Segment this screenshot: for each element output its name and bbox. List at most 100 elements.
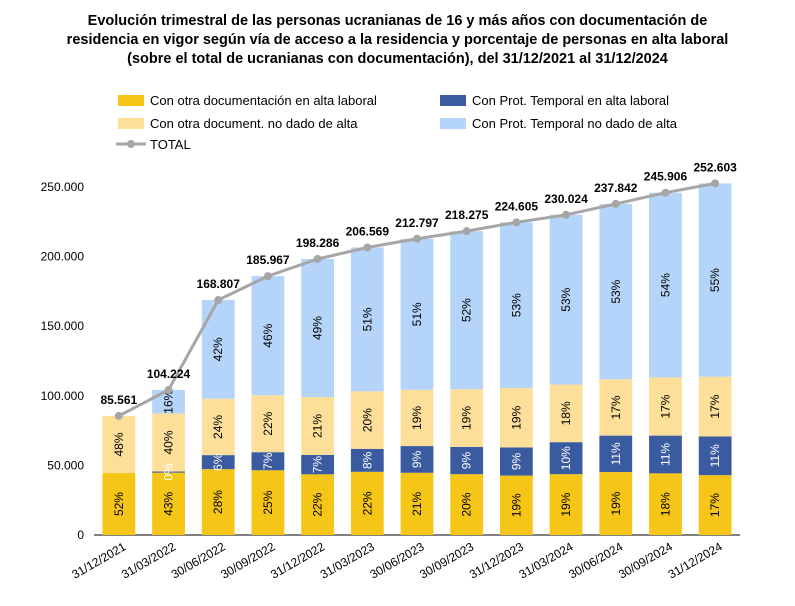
segment-percent-label: 28% (211, 490, 225, 514)
legend-swatch (440, 118, 466, 129)
total-value-label: 245.906 (644, 170, 688, 184)
segment-percent-label: 17% (708, 493, 722, 517)
segment-percent-label: 53% (609, 279, 623, 303)
total-point (413, 234, 421, 243)
total-value-label: 218.275 (445, 208, 489, 222)
y-tick-label: 100.000 (41, 389, 85, 403)
bar-segment (350, 247, 384, 392)
x-tick-label: 30/06/2023 (367, 539, 426, 581)
bar-segment (301, 397, 335, 455)
bar-segment (400, 472, 434, 535)
bar-segment (450, 446, 484, 475)
bar-segment (251, 276, 285, 396)
segment-percent-label: 6% (211, 453, 225, 471)
segment-percent-label: 17% (658, 394, 672, 418)
bar-segment (301, 474, 335, 535)
segment-percent-label: 11% (609, 442, 623, 465)
total-point (263, 272, 272, 281)
bar-segment (599, 435, 633, 473)
total-point (711, 179, 720, 188)
segment-percent-label: 18% (559, 401, 573, 425)
bar-segment (698, 183, 732, 377)
segment-percent-label: 7% (261, 452, 275, 470)
segment-percent-label: 10% (559, 446, 573, 470)
segment-percent-label: 22% (311, 492, 325, 516)
bar-segment (251, 452, 285, 471)
segment-percent-label: 46% (261, 323, 275, 347)
x-tick-label: 30/09/2024 (616, 539, 675, 581)
bar-segment (649, 473, 682, 535)
legend-marker (127, 140, 135, 148)
segment-percent-label: 8% (360, 451, 374, 469)
x-tick-label: 31/03/2023 (318, 539, 377, 581)
segment-percent-label: 9% (460, 452, 474, 470)
total-point (363, 243, 372, 252)
legend-label: Con Prot. Temporal en alta laboral (472, 93, 669, 108)
bar-segment (400, 389, 434, 447)
bar-segment (350, 471, 384, 535)
segment-percent-label: 51% (360, 307, 374, 331)
bar-segment (350, 448, 384, 472)
x-tick-label: 30/09/2022 (218, 539, 277, 581)
legend-swatch (118, 95, 144, 106)
bar-segment (499, 447, 533, 476)
total-line: 85.561 104.224 168.807 185.967 198.286 206.56… (100, 160, 737, 420)
bar-segment (301, 258, 335, 398)
segment-percent-label: 17% (708, 394, 722, 418)
segment-percent-label: 24% (211, 415, 225, 439)
legend-swatch (118, 118, 144, 129)
bar-segment (201, 469, 235, 535)
y-tick-label: 150.000 (41, 319, 85, 333)
bar-segment (450, 231, 484, 390)
segment-percent-label: 7% (311, 456, 325, 474)
total-value-label: 168.807 (197, 277, 241, 291)
bar-segment (201, 398, 235, 456)
bar-segment (102, 473, 136, 535)
x-tick-labels: 31/12/202131/03/202230/06/202230/09/2022… (69, 539, 725, 581)
bar-segment (102, 415, 136, 474)
bar-segment (251, 470, 285, 535)
segment-labels: 52% 48% 43% 0% 40% 16% 28% 6% 24% 42% 25% 7% 22% 46% 2… (112, 268, 722, 518)
segment-percent-label: 22% (261, 411, 275, 435)
bar-segment (350, 391, 384, 449)
bar-segment (499, 222, 533, 389)
legend: Con otra documentación en alta laboral Co… (116, 93, 678, 152)
segment-percent-label: 52% (112, 492, 126, 516)
bar-segment (549, 384, 583, 443)
total-value-label: 252.603 (693, 160, 737, 174)
segment-percent-label: 19% (460, 406, 474, 430)
x-tick-label: 31/12/2022 (268, 539, 327, 581)
x-tick-label: 30/09/2023 (417, 539, 476, 581)
segment-percent-label: 22% (360, 491, 374, 515)
chart-title-line-2: residencia en vigor según vía de acceso … (66, 32, 729, 48)
total-point (611, 199, 620, 208)
bar-segment (450, 474, 484, 535)
segment-percent-label: 9% (509, 453, 523, 471)
segment-percent-label: 20% (360, 408, 374, 432)
legend-swatch (440, 95, 466, 106)
segment-percent-label: 53% (559, 287, 573, 311)
segment-percent-label: 19% (559, 492, 573, 516)
total-value-label: 212.797 (395, 216, 439, 230)
segment-percent-label: 21% (311, 414, 325, 438)
total-value-label: 185.967 (246, 253, 290, 267)
chart-title-line-3: (sobre el total de ucranianas con docume… (127, 51, 668, 67)
segment-percent-label: 55% (708, 268, 722, 292)
bars (102, 183, 732, 535)
bar-segment (549, 474, 583, 535)
segment-percent-label: 43% (162, 491, 176, 515)
bar-segment (201, 455, 235, 470)
bar-segment (599, 379, 633, 436)
bar-segment (698, 376, 732, 437)
bar-segment (599, 203, 633, 380)
chart-title-line-1: Evolución trimestral de las personas ucr… (87, 13, 708, 29)
legend-label: Con Prot. Temporal no dado de alta (472, 116, 678, 131)
bar-segment (251, 395, 285, 453)
segment-percent-label: 17% (609, 395, 623, 419)
segment-percent-label: 25% (261, 490, 275, 514)
chart-title: Evolución trimestral de las personas ucr… (0, 12, 795, 69)
segment-percent-label: 54% (658, 273, 672, 297)
bar-segment (400, 446, 434, 473)
y-tick-label: 50.000 (47, 458, 84, 472)
segment-percent-label: 20% (460, 492, 474, 516)
